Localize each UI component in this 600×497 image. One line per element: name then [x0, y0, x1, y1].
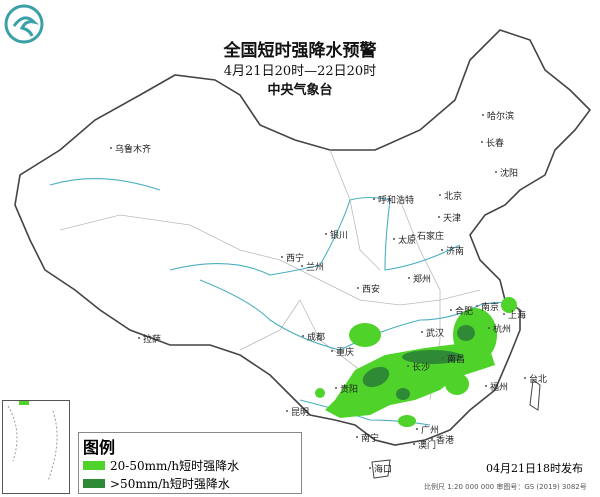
city-label: 拉萨 — [137, 332, 161, 345]
city-label: 石家庄 — [411, 229, 444, 242]
issue-time: 04月21日18时发布 — [486, 462, 583, 475]
city-label: 北京 — [438, 189, 462, 202]
rain-20-50-area — [349, 323, 381, 347]
cma-logo-icon — [4, 4, 44, 44]
country-outline — [14, 29, 592, 446]
city-label: 天津 — [437, 211, 461, 224]
south-china-sea-inset — [2, 400, 70, 494]
legend-label: 20-50mm/h短时强降水 — [110, 459, 240, 473]
legend-title: 图例 — [83, 438, 116, 457]
taiwan-outline — [529, 379, 541, 411]
city-label: 南京 — [475, 300, 499, 313]
rain-50-area — [396, 388, 410, 400]
legend-item: >50mm/h短时强降水 — [83, 475, 230, 492]
rain-50-area — [362, 366, 390, 388]
city-label: 济南 — [440, 244, 464, 257]
city-label: 香港 — [430, 433, 454, 446]
city-label: 南宁 — [355, 431, 379, 444]
forecast-period: 4月21日20时—22日20时 — [223, 64, 377, 79]
hainan-outline — [371, 459, 391, 479]
rain-50-area — [402, 350, 462, 364]
city-label: 上海 — [502, 308, 526, 321]
agency-name: 中央气象台 — [267, 83, 333, 98]
rain-20-50-area — [453, 308, 497, 362]
city-label: 合肥 — [449, 304, 473, 317]
scale-and-approval: 比例尺 1:20 000 000 审图号：GS (2019) 3082号 — [424, 483, 587, 491]
city-label: 昆明 — [285, 405, 309, 418]
city-label: 太原 — [392, 233, 416, 246]
rain-20-50-area — [315, 388, 325, 398]
city-label: 澳门 — [412, 438, 436, 451]
city-label: 贵阳 — [334, 382, 358, 395]
map-title: 全国短时强降水预警 — [223, 41, 377, 61]
city-label: 长春 — [480, 136, 504, 149]
legend: 图例 20-50mm/h短时强降水 >50mm/h短时强降水 — [78, 432, 302, 494]
city-label: 郑州 — [407, 272, 431, 285]
city-label: 长沙 — [406, 360, 430, 373]
city-label: 海口 — [368, 462, 392, 475]
city-label: 西安 — [356, 282, 380, 295]
legend-item: 20-50mm/h短时强降水 — [83, 457, 239, 474]
rain-20-50-area — [445, 373, 469, 395]
city-label: 杭州 — [487, 322, 511, 335]
legend-swatch — [83, 479, 105, 488]
rain-20-50-area — [398, 415, 416, 427]
legend-label: >50mm/h短时强降水 — [110, 477, 230, 491]
legend-swatch — [83, 461, 105, 470]
city-label: 银川 — [324, 228, 348, 241]
city-label: 西宁 — [280, 251, 304, 264]
rain-areas — [315, 297, 517, 427]
city-label: 成都 — [301, 330, 325, 343]
city-label: 南昌 — [441, 352, 465, 365]
city-label: 乌鲁木齐 — [109, 142, 151, 155]
rain-20-50-area — [501, 297, 517, 313]
city-label: 福州 — [484, 380, 508, 393]
city-label: 哈尔滨 — [481, 109, 514, 122]
city-label: 台北 — [523, 372, 547, 385]
city-label: 兰州 — [300, 260, 324, 273]
rain-50-area — [457, 325, 475, 341]
city-label: 呼和浩特 — [372, 193, 414, 206]
city-label: 沈阳 — [494, 166, 518, 179]
city-label: 重庆 — [330, 345, 354, 358]
city-label: 武汉 — [420, 326, 444, 339]
city-label: 广州 — [415, 423, 439, 436]
